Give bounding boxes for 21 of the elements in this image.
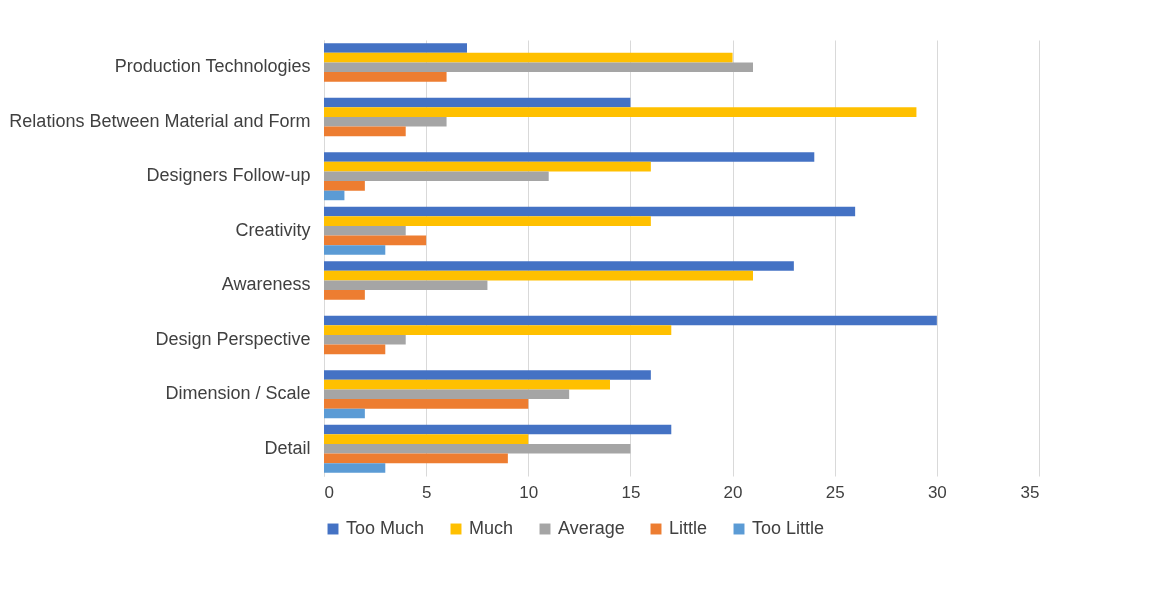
y-tick-label: Creativity: [235, 219, 311, 240]
x-tick-label: 0: [324, 482, 334, 502]
y-tick-label: Production Technologies: [114, 56, 311, 77]
x-tick-label: 20: [723, 482, 743, 502]
y-tick-label: Relations Between Material and Form: [9, 110, 311, 131]
y-tick-label: Designers Follow-up: [146, 165, 311, 186]
y-tick-label: Awareness: [221, 274, 311, 295]
y-tick-label: Detail: [264, 437, 311, 458]
y-tick-label: Design Perspective: [155, 328, 311, 349]
legend-label: Too Little: [752, 518, 825, 538]
x-tick-label: 25: [825, 482, 845, 502]
legend-label: Too Much: [346, 518, 425, 538]
legend-label: Little: [669, 518, 708, 538]
y-tick-label: Dimension / Scale: [165, 383, 311, 404]
x-tick-label: 15: [621, 482, 641, 502]
legend-label: Average: [558, 518, 625, 538]
x-tick-label: 30: [927, 482, 947, 502]
x-tick-label: 35: [1020, 482, 1040, 502]
x-tick-label: 10: [519, 482, 539, 502]
legend-label: Much: [469, 518, 514, 538]
x-tick-label: 5: [421, 482, 432, 502]
